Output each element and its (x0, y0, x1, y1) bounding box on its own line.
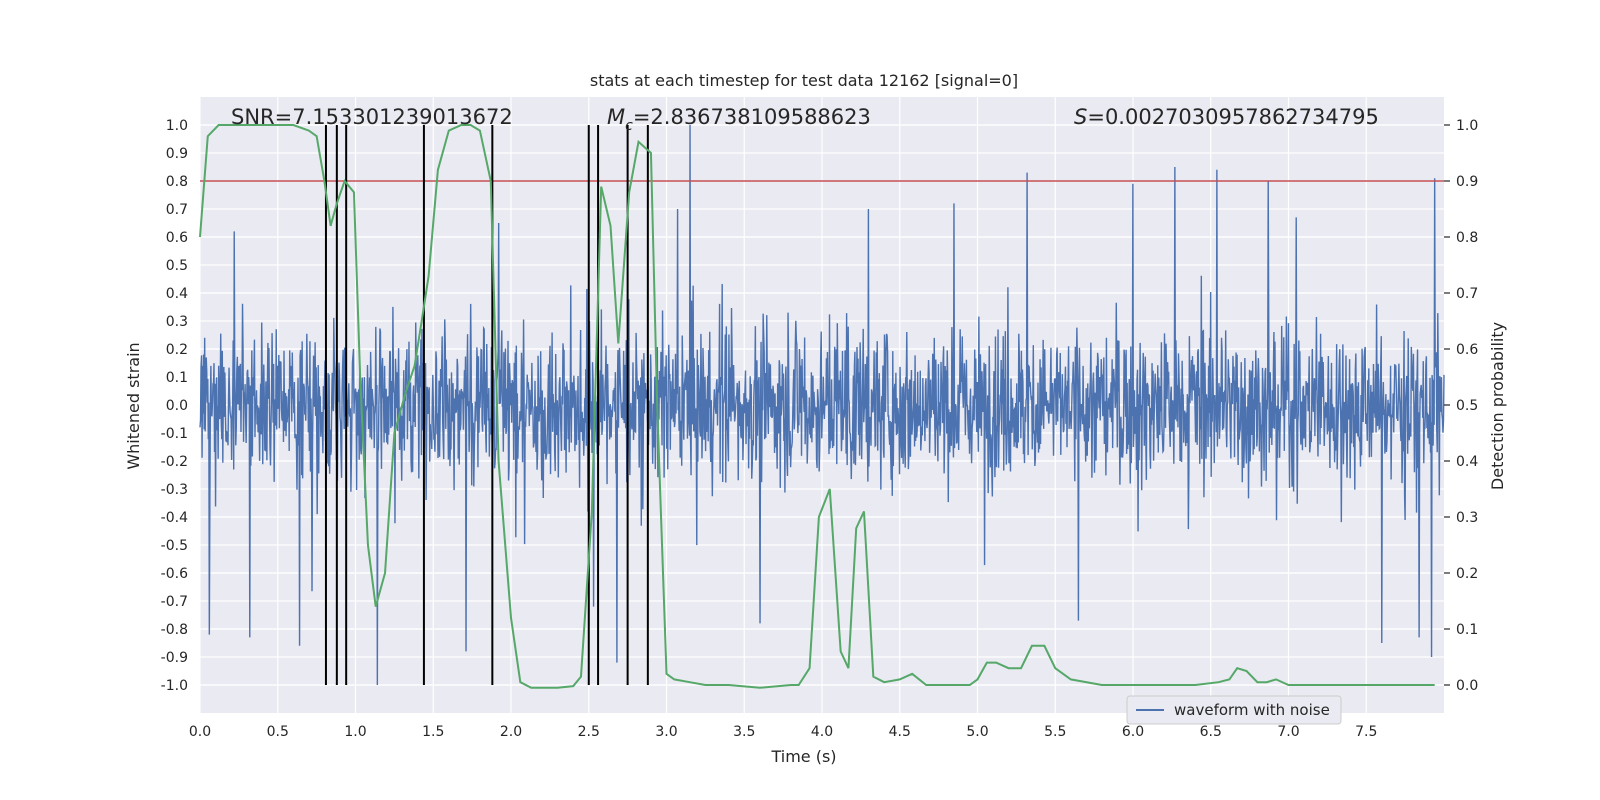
snr-annotation: SNR=7.153301239013672 (231, 105, 513, 129)
legend: waveform with noise (1126, 695, 1342, 725)
y-tick-label: 0.4 (166, 286, 188, 302)
waveform-series (199, 124, 1445, 686)
y2-tick-label: 0.1 (1456, 622, 1478, 638)
y2-axis-ticks: 1.0 0.9 0.8 0.7 0.6 0.5 0.4 0.3 0.2 0.1 0.0 (1444, 118, 1478, 694)
y-tick-label: 0.9 (166, 146, 188, 162)
chirp-mass-value: =2.836738109588623 (633, 105, 871, 129)
x-tick-label: 1.0 (344, 724, 366, 740)
chirp-mass-subscript: c (625, 118, 633, 134)
x-tick-label: 0.5 (267, 724, 289, 740)
x-tick-label: 1.5 (422, 724, 444, 740)
waveform-line (199, 124, 1445, 686)
y-tick-label: -0.5 (161, 538, 188, 554)
x-axis-ticks: 0.0 0.5 1.0 1.5 2.0 2.5 3.0 3.5 4.0 4.5 5.0 5.5 6.0 6… (189, 724, 1378, 740)
x-tick-label: 3.0 (655, 724, 677, 740)
y2-tick-label: 0.3 (1456, 510, 1478, 526)
chirp-mass-annotation: Mc=2.836738109588623 (607, 105, 871, 134)
probability-series (199, 124, 1435, 689)
y2-tick-label: 0.8 (1456, 230, 1478, 246)
x-tick-label: 2.5 (578, 724, 600, 740)
x-tick-label: 0.0 (189, 724, 211, 740)
y-tick-label: 0.2 (166, 342, 188, 358)
y-tick-label: -0.6 (161, 566, 188, 582)
chart-title: stats at each timestep for test data 121… (590, 71, 1018, 90)
y-tick-label: 1.0 (166, 118, 188, 134)
x-tick-label: 5.5 (1044, 724, 1066, 740)
y-tick-label: 0.8 (166, 174, 188, 190)
significance-annotation: S=0.0027030957862734795 (1074, 105, 1379, 129)
x-tick-label: 6.0 (1122, 724, 1144, 740)
y-tick-label: 0.0 (166, 398, 188, 414)
y-tick-label: -0.7 (161, 594, 188, 610)
y-tick-label: -1.0 (161, 678, 188, 694)
y-tick-label: 0.3 (166, 314, 188, 330)
significance-symbol: S (1074, 105, 1087, 129)
y2-tick-label: 0.6 (1456, 342, 1478, 358)
y-axis-ticks: 1.0 0.9 0.8 0.7 0.6 0.5 0.4 0.3 0.2 0.1 0.0 -0.1 -0.… (161, 118, 188, 694)
y2-tick-label: 0.4 (1456, 454, 1478, 470)
x-tick-label: 3.5 (733, 724, 755, 740)
x-tick-label: 7.5 (1355, 724, 1377, 740)
y-tick-label: 0.7 (166, 202, 188, 218)
legend-box (1126, 695, 1342, 725)
y2-tick-label: 1.0 (1456, 118, 1478, 134)
x-tick-label: 4.5 (889, 724, 911, 740)
x-tick-label: 2.0 (500, 724, 522, 740)
y2-tick-label: 0.9 (1456, 174, 1478, 190)
y-axis-label: Whitened strain (124, 342, 143, 469)
y-tick-label: 0.6 (166, 230, 188, 246)
y-tick-label: -0.4 (161, 510, 188, 526)
y-tick-label: 0.1 (166, 370, 188, 386)
y-tick-label: -0.2 (161, 454, 188, 470)
x-axis-label: Time (s) (770, 747, 836, 766)
x-tick-label: 6.5 (1200, 724, 1222, 740)
y2-axis-label: Detection probability (1488, 322, 1507, 490)
y-tick-label: -0.1 (161, 426, 188, 442)
y2-tick-label: 0.0 (1456, 678, 1478, 694)
legend-label: waveform with noise (1174, 701, 1330, 719)
y-tick-label: -0.8 (161, 622, 188, 638)
y-tick-label: 0.5 (166, 258, 188, 274)
y2-tick-label: 0.7 (1456, 286, 1478, 302)
y-tick-label: -0.9 (161, 650, 188, 666)
y2-tick-label: 0.2 (1456, 566, 1478, 582)
x-tick-label: 4.0 (811, 724, 833, 740)
probability-line (199, 124, 1435, 689)
x-tick-label: 7.0 (1277, 724, 1299, 740)
y-tick-label: -0.3 (161, 482, 188, 498)
significance-value: =0.0027030957862734795 (1087, 105, 1379, 129)
chirp-mass-symbol: M (607, 105, 625, 129)
x-tick-label: 5.0 (966, 724, 988, 740)
y2-tick-label: 0.5 (1456, 398, 1478, 414)
